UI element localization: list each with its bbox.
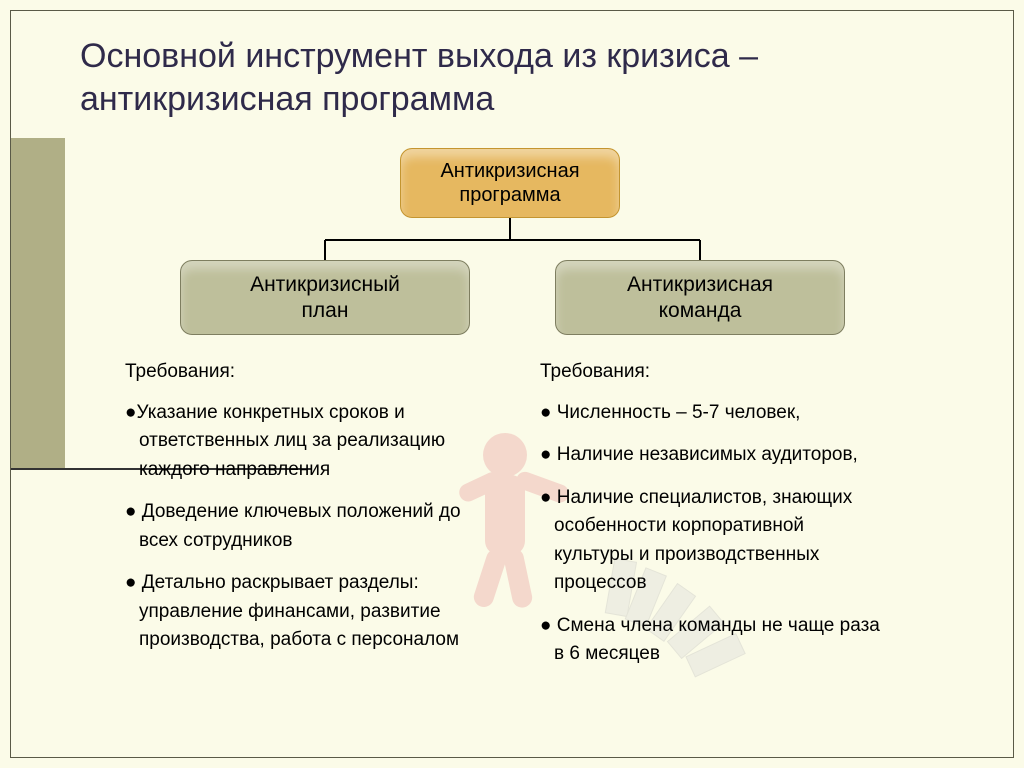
slide-background: Основной инструмент выхода из кризиса – … — [0, 0, 1024, 768]
req-text: Детально раскрывает разделы: управление … — [139, 572, 459, 650]
req-text: Численность – 5-7 человек, — [557, 402, 801, 423]
requirements-left-item: ●Указание конкретных сроков и ответствен… — [125, 399, 465, 485]
requirements-left-title: Требования: — [125, 358, 465, 387]
requirements-right: Требования: ● Численность – 5-7 человек,… — [540, 358, 880, 683]
req-text: Указание конкретных сроков и ответственн… — [136, 402, 445, 480]
left-accent-block — [11, 138, 65, 468]
req-text: Наличие специалистов, знающих особенност… — [554, 487, 852, 594]
requirements-right-item: ● Численность – 5-7 человек, — [540, 399, 880, 428]
requirements-left: Требования: ●Указание конкретных сроков … — [125, 358, 465, 669]
diagram-child-team: Антикризиснаякоманда — [555, 260, 845, 335]
requirements-left-item: ● Детально раскрывает разделы: управлени… — [125, 569, 465, 655]
req-text: Наличие независимых аудиторов, — [557, 444, 858, 465]
diagram-root-node: Антикризиснаяпрограмма — [400, 148, 620, 218]
requirements-right-item: ● Наличие независимых аудиторов, — [540, 441, 880, 470]
requirements-right-title: Требования: — [540, 358, 880, 387]
slide-title: Основной инструмент выхода из кризиса – … — [80, 35, 964, 120]
diagram-child-plan: Антикризисныйплан — [180, 260, 470, 335]
req-text: Смена члена команды не чаще раза в 6 мес… — [554, 615, 880, 665]
requirements-right-item: ● Наличие специалистов, знающих особенно… — [540, 484, 880, 598]
req-text: Доведение ключевых положений до всех сот… — [139, 501, 461, 551]
requirements-right-item: ● Смена члена команды не чаще раза в 6 м… — [540, 612, 880, 669]
requirements-left-item: ● Доведение ключевых положений до всех с… — [125, 498, 465, 555]
